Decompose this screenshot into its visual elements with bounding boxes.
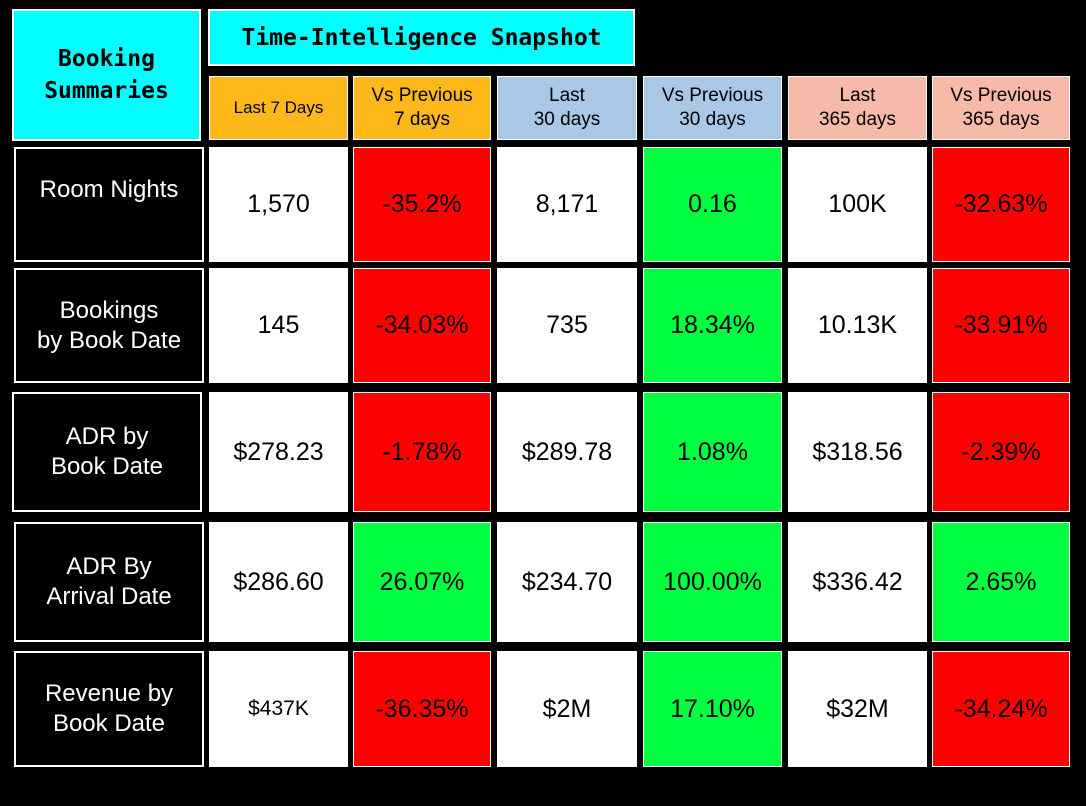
metric-cell-r1-c5: -33.91% (932, 268, 1070, 383)
metric-cell-r4-c0: $437K (209, 651, 348, 767)
row-label-0: Room Nights (14, 147, 204, 262)
metric-cell-r0-c2: 8,171 (497, 147, 637, 262)
column-header-3: Vs Previous 30 days (643, 76, 782, 140)
metric-cell-r1-c2: 735 (497, 268, 637, 383)
metric-cell-r0-c5: -32.63% (932, 147, 1070, 262)
metric-cell-r4-c1: -36.35% (353, 651, 491, 767)
column-header-2: Last 30 days (497, 76, 637, 140)
column-header-4: Last 365 days (788, 76, 927, 140)
row-label-1: Bookings by Book Date (14, 268, 204, 383)
metric-cell-r0-c0: 1,570 (209, 147, 348, 262)
metric-cell-r3-c1: 26.07% (353, 522, 491, 642)
snapshot-title: Time-Intelligence Snapshot (208, 9, 635, 66)
row-label-3: ADR By Arrival Date (14, 522, 204, 642)
metric-cell-r0-c1: -35.2% (353, 147, 491, 262)
metric-cell-r4-c3: 17.10% (643, 651, 782, 767)
metric-cell-r4-c2: $2M (497, 651, 637, 767)
column-header-1: Vs Previous 7 days (353, 76, 491, 140)
metric-cell-r4-c4: $32M (788, 651, 927, 767)
metric-cell-r3-c5: 2.65% (932, 522, 1070, 642)
metric-cell-r2-c3: 1.08% (643, 392, 782, 512)
metric-cell-r3-c3: 100.00% (643, 522, 782, 642)
column-header-5: Vs Previous 365 days (932, 76, 1070, 140)
booking-summaries-title: Booking Summaries (12, 9, 201, 141)
metric-cell-r2-c4: $318.56 (788, 392, 927, 512)
metric-cell-r2-c0: $278.23 (209, 392, 348, 512)
row-label-2: ADR by Book Date (12, 392, 202, 512)
metric-cell-r2-c5: -2.39% (932, 392, 1070, 512)
row-label-4: Revenue by Book Date (14, 651, 204, 767)
metric-cell-r1-c4: 10.13K (788, 268, 927, 383)
metric-cell-r1-c1: -34.03% (353, 268, 491, 383)
metric-cell-r1-c0: 145 (209, 268, 348, 383)
metric-cell-r3-c4: $336.42 (788, 522, 927, 642)
metric-cell-r0-c4: 100K (788, 147, 927, 262)
metric-cell-r0-c3: 0.16 (643, 147, 782, 262)
metric-cell-r1-c3: 18.34% (643, 268, 782, 383)
metric-cell-r3-c0: $286.60 (209, 522, 348, 642)
metric-cell-r3-c2: $234.70 (497, 522, 637, 642)
metric-cell-r2-c2: $289.78 (497, 392, 637, 512)
metric-cell-r4-c5: -34.24% (932, 651, 1070, 767)
metric-cell-r2-c1: -1.78% (353, 392, 491, 512)
column-header-0: Last 7 Days (209, 76, 348, 140)
